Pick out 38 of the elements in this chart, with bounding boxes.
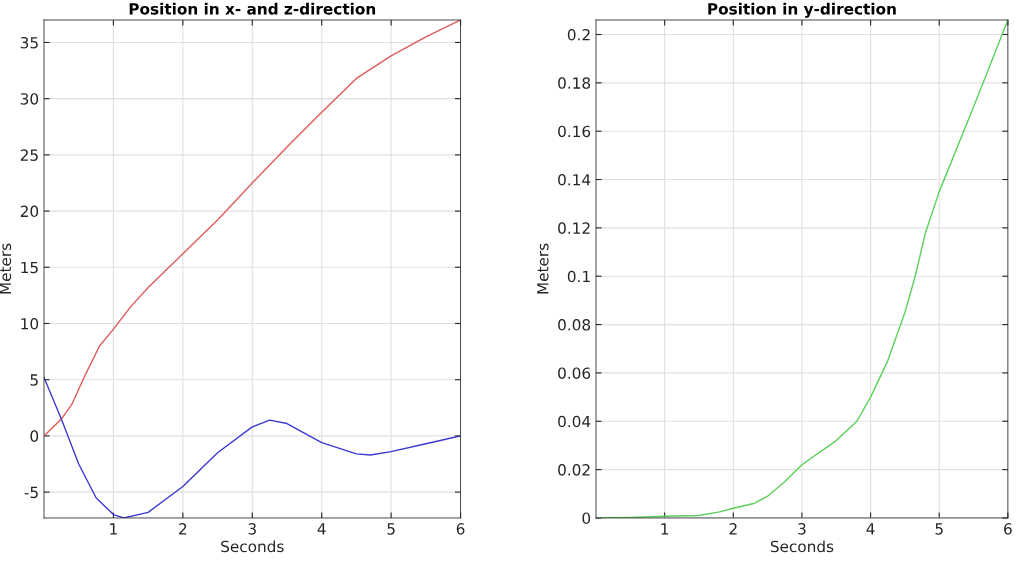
y-tick-label: 0.06 xyxy=(558,367,591,379)
y-tick-label: 35 xyxy=(20,36,38,49)
y-tick-label: 5 xyxy=(30,374,38,386)
x-tick-label: 1 xyxy=(661,523,669,535)
y-tick-label: 0.2 xyxy=(567,28,590,41)
x-tick-label: 6 xyxy=(1004,523,1012,535)
y-tick-label: 0.02 xyxy=(558,464,590,476)
x-tick-label: 3 xyxy=(248,523,256,535)
y-tick-label: 0.08 xyxy=(558,319,591,331)
x-axis-title: Seconds xyxy=(221,540,284,553)
x-tick-label: 4 xyxy=(866,523,875,535)
y-tick-label: 10 xyxy=(21,317,39,330)
chart-title: Position in y-direction xyxy=(708,2,896,18)
y-tick-label: 0 xyxy=(582,512,591,524)
y-tick-label: 20 xyxy=(20,205,39,218)
x-tick-label: 6 xyxy=(456,523,465,535)
x-tick-label: 3 xyxy=(798,523,806,535)
x-tick-label: 1 xyxy=(110,523,117,535)
x-tick-label: 4 xyxy=(317,523,326,535)
x-tick-label: 5 xyxy=(935,523,943,535)
y-tick-label: 0.18 xyxy=(558,77,591,89)
y-axis-title: Meters xyxy=(0,243,12,294)
x-tick-label: 2 xyxy=(729,523,737,535)
x-tick-label: 2 xyxy=(179,523,187,535)
y-tick-label: 0.12 xyxy=(558,222,590,234)
chart-title: Position in x- and z-direction xyxy=(129,2,376,15)
y-tick-label: 0.16 xyxy=(558,125,591,138)
y-axis-title: Meters xyxy=(537,243,549,294)
x-axis-title: Seconds xyxy=(770,540,834,553)
y-tick-label: 0.14 xyxy=(558,174,591,186)
y-tick-label: 15 xyxy=(21,261,38,274)
y-tick-label: 0.1 xyxy=(567,270,590,283)
y-tick-label: 30 xyxy=(20,93,39,105)
y-tick-label: 0.04 xyxy=(558,415,591,428)
y-tick-label: -5 xyxy=(24,486,38,499)
x-tick-label: 5 xyxy=(387,523,395,535)
y-tick-label: 25 xyxy=(20,149,38,161)
y-tick-label: 0 xyxy=(30,430,39,442)
